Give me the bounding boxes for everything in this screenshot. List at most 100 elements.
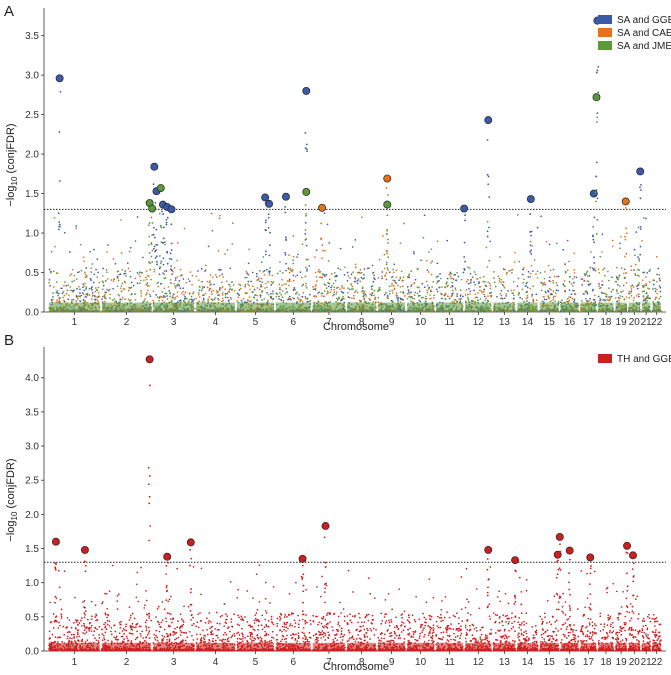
snp-point — [469, 293, 471, 295]
snp-point — [363, 290, 366, 293]
snp-point — [529, 287, 531, 290]
snp-point — [352, 271, 354, 274]
snp-point — [161, 299, 164, 302]
snp-point — [202, 294, 204, 296]
snp-point — [221, 286, 224, 288]
snp-point — [109, 297, 111, 300]
snp-point — [130, 281, 133, 284]
snp-point — [187, 278, 190, 280]
snp-point — [370, 285, 373, 288]
snp-point — [404, 294, 406, 297]
snp-point — [116, 270, 119, 273]
snp-point — [391, 284, 393, 287]
snp-point — [140, 289, 142, 292]
snp-point — [467, 266, 469, 268]
snp-point — [333, 288, 336, 291]
snp-point — [363, 268, 366, 270]
snp-point — [518, 260, 521, 263]
snp-point — [75, 278, 78, 280]
snp-point — [153, 268, 156, 271]
snp-point — [388, 271, 391, 274]
snp-point — [365, 295, 367, 297]
snp-point — [111, 299, 114, 302]
snp-point — [299, 298, 302, 301]
snp-point — [347, 275, 350, 277]
snp-point — [172, 293, 175, 296]
snp-point — [145, 276, 147, 279]
snp-point — [70, 273, 73, 275]
snp-point — [354, 239, 357, 241]
snp-point — [229, 296, 232, 299]
snp-point — [423, 286, 426, 289]
snp-point — [227, 300, 230, 302]
snp-point — [298, 293, 300, 296]
snp-point — [271, 298, 274, 301]
snp-point — [140, 292, 143, 294]
snp-density-band — [407, 302, 435, 312]
snp-point — [136, 271, 139, 274]
snp-point — [203, 286, 206, 288]
snp-point — [124, 281, 127, 284]
snp-point — [107, 289, 110, 292]
snp-point — [296, 296, 299, 299]
snp-point — [266, 268, 268, 271]
snp-point — [552, 290, 555, 293]
snp-point — [53, 216, 56, 219]
snp-point — [120, 252, 123, 254]
snp-point — [52, 270, 55, 273]
panel-b: B −log10 (conjFDR) Chromosome — [4, 332, 389, 673]
snp-point — [529, 276, 532, 278]
snp-point — [166, 295, 168, 297]
snp-point — [195, 275, 198, 278]
snp-point — [269, 267, 271, 269]
snp-point — [365, 301, 367, 303]
snp-point — [75, 300, 78, 303]
snp-point — [296, 291, 298, 294]
snp-point — [278, 295, 280, 298]
snp-point — [250, 280, 252, 283]
snp-point — [84, 273, 87, 276]
snp-point — [127, 267, 130, 270]
snp-point — [440, 293, 443, 296]
snp-point — [552, 298, 555, 301]
snp-point — [360, 271, 363, 274]
snp-point — [287, 297, 290, 299]
snp-point — [281, 284, 283, 287]
snp-point — [452, 278, 455, 281]
snp-density-band — [236, 302, 274, 312]
snp-point — [85, 296, 88, 298]
snp-point — [323, 295, 325, 298]
snp-point — [109, 293, 112, 296]
snp-point — [408, 276, 411, 279]
snp-point — [454, 273, 457, 276]
snp-point — [50, 300, 53, 302]
snp-point — [155, 293, 157, 296]
snp-point — [55, 281, 58, 283]
snp-point — [56, 299, 58, 301]
snp-point — [347, 287, 350, 290]
snp-point — [391, 282, 393, 285]
snp-point — [255, 272, 258, 275]
snp-point — [292, 274, 295, 277]
snp-point — [363, 298, 366, 301]
snp-point — [185, 281, 188, 284]
snp-point — [178, 280, 181, 282]
panel-b-y-axis-label: −log10 (conjFDR) — [5, 458, 19, 541]
snp-point — [483, 295, 486, 298]
snp-point — [550, 292, 553, 295]
snp-point — [353, 280, 356, 283]
snp-point — [323, 273, 326, 276]
snp-point — [500, 289, 503, 292]
snp-point — [244, 285, 246, 288]
snp-point — [288, 268, 290, 271]
snp-point — [170, 282, 172, 284]
snp-point — [364, 293, 367, 296]
snp-point — [259, 294, 262, 297]
snp-point — [430, 297, 432, 300]
snp-point — [399, 297, 402, 300]
snp-point — [444, 286, 446, 288]
snp-point — [470, 278, 472, 281]
snp-point — [449, 275, 452, 277]
snp-point — [362, 295, 365, 298]
snp-point — [292, 255, 295, 258]
